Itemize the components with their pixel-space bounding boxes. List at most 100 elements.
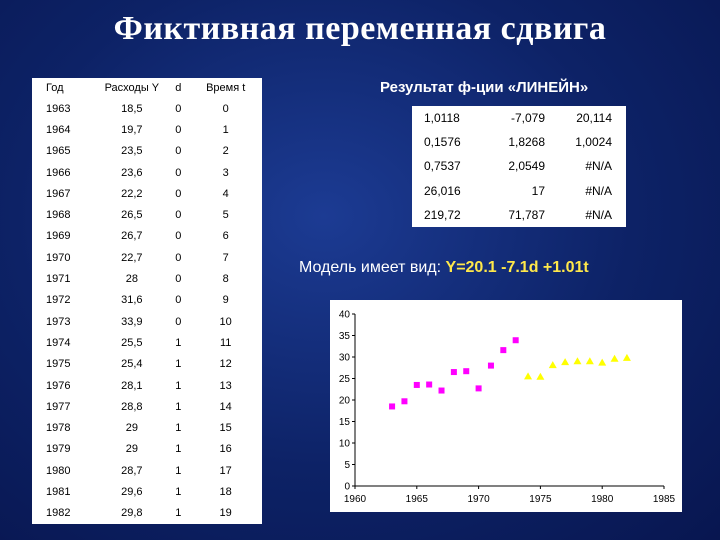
cell-year: 1981 bbox=[46, 485, 71, 498]
result-cell: 0,1576 bbox=[424, 135, 461, 150]
cell-year: 1972 bbox=[46, 294, 71, 307]
cell-time: 17 bbox=[219, 464, 232, 477]
cell-time: 0 bbox=[222, 102, 229, 115]
table-row: 1966 23,6 0 3 bbox=[32, 162, 262, 183]
y-tick-label: 0 bbox=[344, 482, 350, 493]
y-tick-label: 10 bbox=[339, 439, 351, 450]
cell-expenses: 22,2 bbox=[121, 187, 143, 200]
cell-time: 13 bbox=[219, 379, 232, 392]
cell-dummy: 0 bbox=[175, 123, 182, 136]
cell-expenses: 19,7 bbox=[121, 123, 143, 136]
cell-year: 1966 bbox=[46, 166, 71, 179]
result-row: 0,1576 1,8268 1,0024 bbox=[412, 130, 626, 154]
result-title: Результат ф-ции «ЛИНЕЙН» bbox=[380, 79, 589, 96]
scatter-chart: 0 5 10 15 20 25 30 35 40 1960 1965 1970 1975 1980 1985 bbox=[330, 300, 682, 512]
data-point-square bbox=[450, 369, 457, 376]
cell-dummy: 0 bbox=[175, 230, 182, 243]
data-point-triangle bbox=[585, 357, 594, 365]
data-point-square bbox=[413, 381, 420, 388]
cell-year: 1965 bbox=[46, 145, 71, 158]
cell-year: 1964 bbox=[46, 123, 71, 136]
cell-time: 14 bbox=[219, 400, 232, 413]
table-row: 1973 33,9 0 10 bbox=[32, 311, 262, 332]
cell-dummy: 1 bbox=[175, 400, 182, 413]
cell-dummy: 1 bbox=[175, 358, 182, 371]
cell-time: 10 bbox=[219, 315, 232, 328]
header-expenses: Расходы Y bbox=[104, 82, 160, 94]
data-table-header-row: Год Расходы Y d Время t bbox=[32, 78, 262, 98]
result-cell: #N/A bbox=[585, 159, 612, 174]
table-row: 1970 22,7 0 7 bbox=[32, 247, 262, 268]
table-row: 1982 29,8 1 19 bbox=[32, 503, 262, 524]
cell-time: 11 bbox=[219, 336, 232, 349]
y-tick-label: 20 bbox=[339, 396, 351, 407]
table-row: 1971 28 0 8 bbox=[32, 268, 262, 289]
result-cell: 1,0024 bbox=[575, 135, 612, 150]
data-table-body: 1963 18,5 0 0 1964 19,7 0 1 1965 23,5 0 2 1966 23,6 0 3… bbox=[32, 98, 262, 524]
cell-dummy: 1 bbox=[175, 464, 182, 477]
cell-expenses: 23,6 bbox=[121, 166, 143, 179]
x-tick-label: 1965 bbox=[406, 494, 429, 505]
cell-year: 1963 bbox=[46, 102, 71, 115]
result-row: 26,016 17 #N/A bbox=[412, 179, 626, 203]
y-tick-label: 15 bbox=[339, 417, 351, 428]
cell-dummy: 1 bbox=[175, 507, 182, 520]
result-cell: 20,114 bbox=[576, 111, 612, 126]
table-row: 1965 23,5 0 2 bbox=[32, 141, 262, 162]
data-point-triangle bbox=[622, 353, 631, 361]
cell-expenses: 18,5 bbox=[121, 102, 143, 115]
model-prefix: Модель имеет вид: bbox=[299, 259, 446, 276]
cell-dummy: 1 bbox=[175, 485, 182, 498]
table-row: 1974 25,5 1 11 bbox=[32, 332, 262, 353]
y-tick-label: 35 bbox=[339, 331, 351, 342]
cell-dummy: 0 bbox=[175, 166, 182, 179]
cell-expenses: 28,7 bbox=[121, 464, 143, 477]
data-point-square bbox=[487, 362, 494, 369]
result-row: 0,7537 2,0549 #N/A bbox=[412, 154, 626, 178]
result-row: 219,72 71,787 #N/A bbox=[412, 203, 626, 227]
model-formula: Y=20.1 -7.1d +1.01t bbox=[445, 259, 589, 276]
result-cell: 17 bbox=[531, 183, 546, 198]
cell-expenses: 29,8 bbox=[121, 507, 143, 520]
cell-dummy: 0 bbox=[175, 145, 182, 158]
cell-dummy: 0 bbox=[175, 102, 182, 115]
table-row: 1967 22,2 0 4 bbox=[32, 183, 262, 204]
cell-expenses: 25,5 bbox=[121, 336, 143, 349]
data-point-triangle bbox=[536, 372, 545, 380]
data-point-triangle bbox=[598, 358, 607, 366]
data-point-square bbox=[512, 337, 519, 344]
table-row: 1977 28,8 1 14 bbox=[32, 396, 262, 417]
cell-dummy: 0 bbox=[175, 294, 182, 307]
model-text: Модель имеет вид: Y=20.1 -7.1d +1.01t bbox=[299, 259, 589, 277]
cell-year: 1970 bbox=[46, 251, 71, 264]
data-point-triangle bbox=[548, 361, 557, 369]
table-row: 1981 29,6 1 18 bbox=[32, 481, 262, 502]
table-row: 1963 18,5 0 0 bbox=[32, 98, 262, 119]
cell-time: 9 bbox=[222, 294, 229, 307]
cell-time: 7 bbox=[222, 251, 229, 264]
cell-dummy: 0 bbox=[175, 251, 182, 264]
data-table: Год Расходы Y d Время t 1963 18,5 0 0 1964 19… bbox=[32, 78, 262, 524]
result-table-body: 1,0118 -7,079 20,114 0,1576 1,8268 1,0024 0,75… bbox=[412, 106, 626, 227]
header-year: Год bbox=[46, 82, 64, 94]
data-point-square bbox=[426, 381, 433, 388]
cell-year: 1977 bbox=[46, 400, 71, 413]
x-tick-label: 1960 bbox=[344, 494, 367, 505]
y-tick-label: 30 bbox=[339, 353, 351, 364]
x-tick-label: 1980 bbox=[591, 494, 614, 505]
cell-time: 2 bbox=[222, 145, 229, 158]
header-dummy: d bbox=[175, 82, 182, 94]
result-table: 1,0118 -7,079 20,114 0,1576 1,8268 1,0024 0,75… bbox=[412, 106, 626, 227]
cell-time: 15 bbox=[219, 422, 232, 435]
data-point-square bbox=[475, 385, 482, 392]
cell-expenses: 29 bbox=[125, 443, 138, 456]
cell-time: 1 bbox=[222, 123, 229, 136]
cell-expenses: 25,4 bbox=[121, 358, 143, 371]
result-cell: 71,787 bbox=[508, 207, 546, 222]
cell-dummy: 1 bbox=[175, 443, 182, 456]
cell-time: 18 bbox=[219, 485, 232, 498]
cell-dummy: 1 bbox=[175, 336, 182, 349]
y-tick-label: 40 bbox=[339, 310, 351, 321]
cell-expenses: 31,6 bbox=[121, 294, 143, 307]
result-cell: 1,0118 bbox=[424, 111, 460, 126]
